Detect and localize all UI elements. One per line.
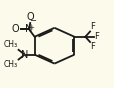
Text: O: O [26,12,34,22]
Text: F: F [93,32,98,41]
Text: F: F [90,22,95,31]
Text: CH₃: CH₃ [4,40,18,49]
Text: CH₃: CH₃ [4,60,18,69]
Text: N: N [25,24,32,34]
Text: +: + [28,25,34,31]
Text: F: F [90,42,95,51]
Text: N: N [21,50,28,60]
Text: O: O [11,24,19,34]
Text: −: − [29,16,36,25]
